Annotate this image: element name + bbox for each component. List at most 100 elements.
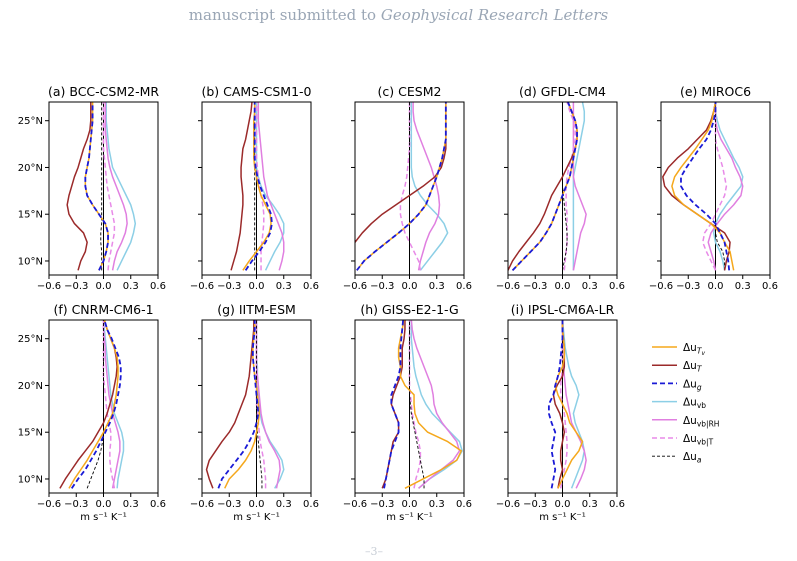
x-tick-label: 0.3 bbox=[735, 281, 751, 292]
panel-title: (i) IPSL-CM6A-LR bbox=[511, 302, 615, 317]
panel-4: (d) GFDL-CM4 −0.6 −0.3 0.0 0.3 0.6 bbox=[496, 84, 625, 292]
series-group bbox=[205, 320, 285, 489]
x-tick-label: 0.3 bbox=[276, 499, 292, 510]
x-tick-label: 0.0 bbox=[96, 499, 112, 510]
panel-9: (i) IPSL-CM6A-LR −0.6 −0.3 0.0 0.3 0.6 m s⁻¹ K… bbox=[496, 302, 625, 523]
series-dug bbox=[84, 102, 109, 271]
panel-6: (f) CNRM-CM6-1 −0.6 −0.3 0.0 0.3 0.6 10°N 15°N 2… bbox=[18, 302, 166, 523]
series-dvb bbox=[561, 320, 586, 489]
series-dvb bbox=[410, 102, 449, 271]
legend-label-dTv: ΔuTv bbox=[683, 342, 705, 357]
legend-label-dvbRH: Δuvb|RH bbox=[683, 415, 719, 429]
series-dua bbox=[86, 320, 104, 489]
series-dT bbox=[205, 320, 255, 489]
x-tick-label: −0.3 bbox=[217, 281, 241, 292]
series-dvbRH bbox=[707, 102, 744, 271]
x-tick-label: −0.6 bbox=[190, 281, 214, 292]
series-dug bbox=[356, 102, 447, 271]
series-dTv bbox=[397, 320, 463, 489]
series-dua bbox=[562, 102, 568, 271]
x-tick-label: 0.0 bbox=[96, 281, 112, 292]
x-tick-label: 0.0 bbox=[249, 499, 265, 510]
series-group bbox=[59, 320, 125, 489]
x-tick-label: −0.6 bbox=[649, 281, 673, 292]
series-group bbox=[230, 102, 285, 271]
panel-2: (b) CAMS-CSM1-0 −0.6 −0.3 0.0 0.3 0.6 bbox=[190, 84, 319, 292]
series-dTv bbox=[242, 102, 272, 271]
series-dT bbox=[230, 102, 253, 271]
x-axis-label: m s⁻¹ K⁻¹ bbox=[233, 512, 279, 523]
series-dvbRH bbox=[412, 102, 441, 271]
x-tick-label: 0.6 bbox=[456, 281, 472, 292]
panel-7: (g) IITM-ESM −0.6 −0.3 0.0 0.3 0.6 m s⁻¹ K⁻¹ bbox=[190, 302, 319, 523]
x-tick-label: −0.6 bbox=[37, 499, 61, 510]
series-group bbox=[547, 320, 587, 489]
panel-title: (e) MIROC6 bbox=[680, 84, 751, 99]
x-tick-label: 0.6 bbox=[456, 499, 472, 510]
series-dvbT bbox=[702, 102, 728, 271]
panel-title: (d) GFDL-CM4 bbox=[519, 84, 606, 99]
series-dvbT bbox=[399, 102, 422, 271]
series-dvbT bbox=[102, 320, 116, 489]
x-tick-label: −0.3 bbox=[370, 499, 394, 510]
series-dTv bbox=[554, 320, 584, 489]
series-dug bbox=[217, 320, 260, 489]
x-tick-label: 0.3 bbox=[429, 281, 445, 292]
y-tick-label: 10°N bbox=[18, 256, 43, 267]
series-group bbox=[381, 320, 463, 489]
x-axis-label: m s⁻¹ K⁻¹ bbox=[539, 512, 585, 523]
panel-8: (h) GISS-E2-1-G −0.6 −0.3 0.0 0.3 0.6 m s⁻¹ K⁻… bbox=[343, 302, 472, 523]
panel-title: (a) BCC-CSM2-MR bbox=[48, 84, 159, 99]
series-dvb bbox=[255, 102, 285, 271]
x-tick-label: 0.3 bbox=[582, 499, 598, 510]
series-dvb bbox=[105, 102, 137, 271]
x-axis-label: m s⁻¹ K⁻¹ bbox=[386, 512, 432, 523]
x-tick-label: −0.6 bbox=[190, 499, 214, 510]
x-tick-label: 0.0 bbox=[249, 281, 265, 292]
panel-title: (c) CESM2 bbox=[378, 84, 442, 99]
series-dvbRH bbox=[410, 320, 461, 489]
series-dT bbox=[59, 320, 118, 489]
series-dTv bbox=[512, 102, 578, 271]
series-dug bbox=[244, 102, 273, 271]
series-dua bbox=[715, 102, 726, 271]
x-tick-label: −0.6 bbox=[343, 499, 367, 510]
series-dvbRH bbox=[257, 102, 285, 271]
series-dvb bbox=[712, 102, 744, 271]
x-tick-label: −0.3 bbox=[523, 499, 547, 510]
y-tick-label: 20°N bbox=[18, 163, 43, 174]
y-tick-label: 20°N bbox=[18, 381, 43, 392]
y-tick-label: 25°N bbox=[18, 334, 43, 345]
y-tick-label: 15°N bbox=[18, 210, 43, 221]
series-dug bbox=[70, 320, 122, 489]
series-group bbox=[66, 102, 137, 271]
panel-1: (a) BCC-CSM2-MR −0.6 −0.3 0.0 0.3 0.6 10°N 15°N… bbox=[18, 84, 166, 292]
y-tick-label: 15°N bbox=[18, 428, 43, 439]
series-group bbox=[662, 102, 744, 271]
y-tick-label: 10°N bbox=[18, 474, 43, 485]
x-tick-label: 0.3 bbox=[276, 281, 292, 292]
x-axis-label: m s⁻¹ K⁻¹ bbox=[80, 512, 126, 523]
legend-label-dvbT: Δuvb|T bbox=[683, 433, 714, 447]
x-tick-label: −0.6 bbox=[37, 281, 61, 292]
series-dua bbox=[409, 320, 425, 489]
panel-5: (e) MIROC6 −0.6 −0.3 0.0 0.3 0.6 bbox=[649, 84, 778, 292]
panel-title: (g) IITM-ESM bbox=[217, 302, 296, 317]
series-group bbox=[355, 102, 449, 271]
legend-label-dT: ΔuT bbox=[683, 360, 703, 374]
x-tick-label: −0.6 bbox=[343, 281, 367, 292]
series-dvb bbox=[572, 102, 586, 271]
series-group bbox=[508, 102, 587, 271]
x-tick-label: −0.3 bbox=[523, 281, 547, 292]
series-dvbT bbox=[408, 320, 422, 489]
header-prefix: manuscript submitted to bbox=[188, 6, 381, 24]
series-dvb bbox=[102, 320, 125, 489]
x-tick-label: −0.3 bbox=[64, 499, 88, 510]
x-tick-label: 0.6 bbox=[762, 281, 778, 292]
x-tick-label: −0.6 bbox=[496, 281, 520, 292]
series-dT bbox=[662, 102, 731, 271]
series-dvbRH bbox=[104, 102, 128, 271]
x-tick-label: 0.6 bbox=[150, 499, 166, 510]
manuscript-header: manuscript submitted to Geophysical Rese… bbox=[0, 6, 797, 24]
